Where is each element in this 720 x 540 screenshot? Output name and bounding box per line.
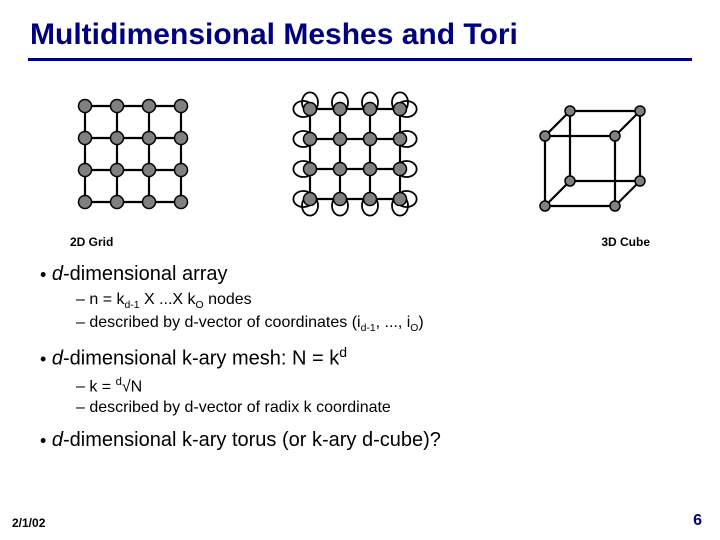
diagrams-row <box>0 81 720 231</box>
grid-diagram <box>55 86 215 226</box>
footer-date: 2/1/02 <box>12 516 45 530</box>
b3-em: d <box>52 429 63 451</box>
torus-diagram <box>265 81 465 231</box>
footer-page-number: 6 <box>693 512 702 530</box>
slide-title: Multidimensional Meshes and Tori <box>0 0 720 58</box>
b1-em: d <box>52 263 63 285</box>
title-underline <box>28 58 692 61</box>
cube-diagram <box>515 86 665 226</box>
b1-rest: -dimensional array <box>63 263 228 285</box>
caption-cube: 3D Cube <box>601 235 650 249</box>
b3-rest: -dimensional k-ary torus (or k-ary d-cub… <box>63 429 441 451</box>
b2-sub2: described by d-vector of radix k coordin… <box>76 398 680 419</box>
b1-sub2: described by d-vector of coordinates (id… <box>76 313 680 336</box>
caption-grid: 2D Grid <box>70 235 113 249</box>
bullet-1: • d-dimensional array n = kd-1 X ...X kO… <box>40 261 680 335</box>
bullet-2: • d-dimensional k-ary mesh: N = kd k = d… <box>40 343 680 419</box>
content-body: • d-dimensional array n = kd-1 X ...X kO… <box>0 249 720 454</box>
b2-rest: -dimensional k-ary mesh: N = k <box>63 348 339 370</box>
b2-em: d <box>52 348 63 370</box>
diagram-captions: 2D Grid 3D Cube <box>0 231 720 249</box>
b1-sub1: n = kd-1 X ...X kO nodes <box>76 290 680 313</box>
bullet-3: • d-dimensional k-ary torus (or k-ary d-… <box>40 427 680 454</box>
b2-sub1: k = d√N <box>76 375 680 398</box>
